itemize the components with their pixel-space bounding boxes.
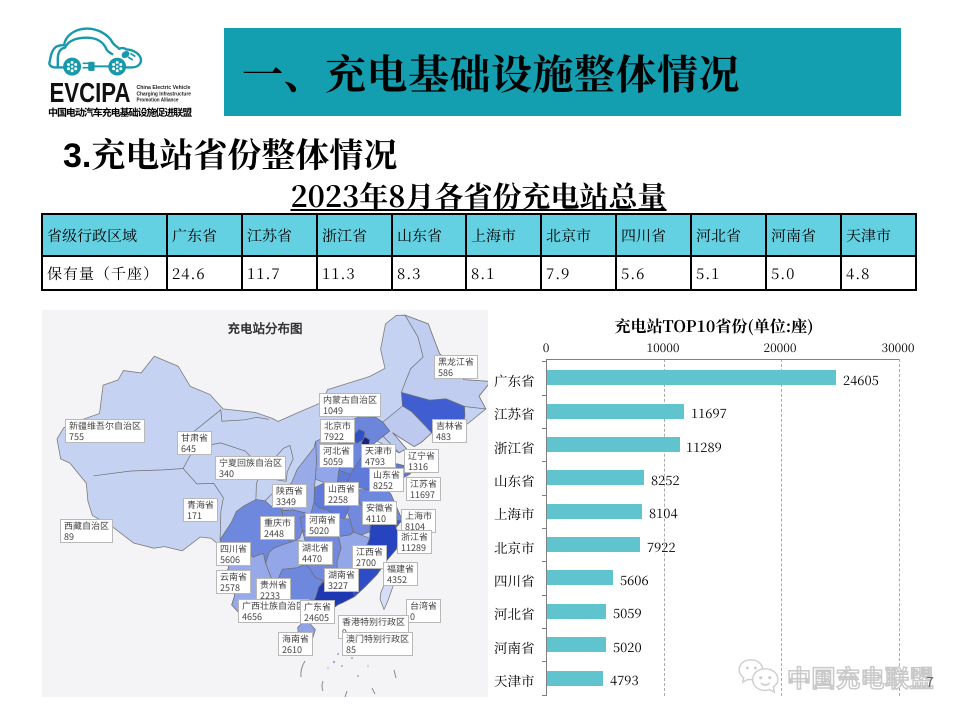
svg-text:EVCIPA: EVCIPA — [50, 77, 131, 108]
svg-text:China Electric Vehicle: China Electric Vehicle — [137, 85, 191, 91]
svg-text:Charging Infrastructure: Charging Infrastructure — [137, 91, 192, 97]
svg-text:Promotion Alliance: Promotion Alliance — [137, 98, 179, 104]
